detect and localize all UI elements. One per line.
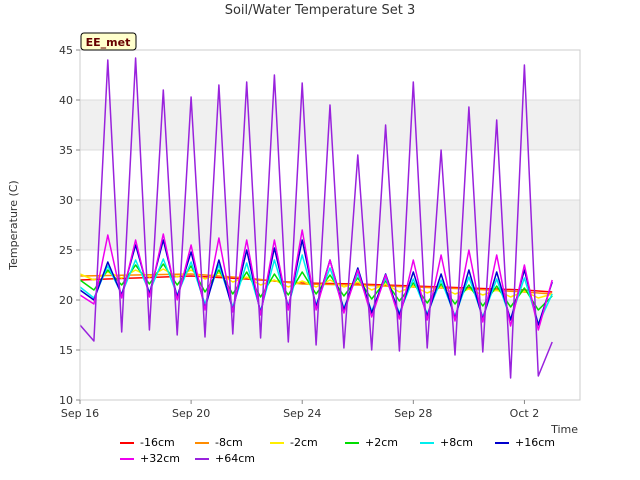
legend-label: +2cm — [365, 436, 398, 449]
y-ticks: 10 15 20 25 30 35 40 45 — [59, 44, 80, 407]
legend-item-plus16: +16cm — [495, 436, 555, 449]
y-tick-label: 45 — [59, 44, 73, 57]
series-line-+32cm — [79, 229, 553, 331]
legend-label: +16cm — [515, 436, 555, 449]
y-tick-label: 20 — [59, 294, 73, 307]
legend-label: +32cm — [140, 452, 180, 465]
y-axis-label: Temperature (C) — [7, 180, 20, 270]
legend-swatch — [195, 457, 209, 460]
x-tick-label: Sep 24 — [283, 407, 321, 420]
legend-swatch — [120, 441, 134, 444]
legend-item-plus32: +32cm — [120, 452, 180, 465]
grid-band — [80, 300, 580, 350]
chart-title: Soil/Water Temperature Set 3 — [225, 3, 416, 18]
axes — [79, 49, 581, 401]
legend-label: +64cm — [215, 452, 255, 465]
legend-item-minus2: -2cm — [270, 436, 318, 449]
legend-swatch — [195, 441, 209, 444]
legend-swatch — [420, 441, 434, 444]
y-tick-label: 35 — [59, 144, 73, 157]
plot-frame — [79, 49, 581, 401]
legend-label: -16cm — [140, 436, 175, 449]
x-axis-label: Time — [550, 423, 578, 436]
y-tick-label: 15 — [59, 344, 73, 357]
series-line-+64cm — [79, 57, 553, 379]
legend-item-minus8: -8cm — [195, 436, 243, 449]
legend-label: +8cm — [440, 436, 473, 449]
y-tick-label: 30 — [59, 194, 73, 207]
legend-swatch — [345, 441, 359, 444]
legend: -16cm -8cm -2cm +2cm +8cm +16cm +32cm +6… — [0, 436, 640, 468]
y-tick-label: 25 — [59, 244, 73, 257]
legend-row-1: -16cm -8cm -2cm +2cm +8cm +16cm — [0, 436, 640, 452]
legend-swatch — [495, 441, 509, 444]
x-tick-label: Oct 2 — [510, 407, 540, 420]
series-line--16cm — [79, 275, 553, 293]
legend-item-plus2: +2cm — [345, 436, 398, 449]
legend-label: -8cm — [215, 436, 243, 449]
x-tick-label: Sep 16 — [61, 407, 99, 420]
station-label: EE_met — [86, 36, 131, 49]
legend-item-plus8: +8cm — [420, 436, 473, 449]
station-badge: EE_met — [80, 32, 137, 51]
x-tick-label: Sep 28 — [394, 407, 432, 420]
y-tick-label: 40 — [59, 94, 73, 107]
legend-item-plus64: +64cm — [195, 452, 255, 465]
legend-row-2: +32cm +64cm — [0, 452, 640, 468]
legend-label: -2cm — [290, 436, 318, 449]
x-ticks: Sep 16 Sep 20 Sep 24 Sep 28 Oct 2 — [61, 400, 539, 420]
legend-swatch — [120, 457, 134, 460]
x-tick-label: Sep 20 — [172, 407, 210, 420]
legend-swatch — [270, 441, 284, 444]
legend-item-minus16: -16cm — [120, 436, 175, 449]
y-tick-label: 10 — [59, 394, 73, 407]
series-layer — [79, 57, 553, 379]
